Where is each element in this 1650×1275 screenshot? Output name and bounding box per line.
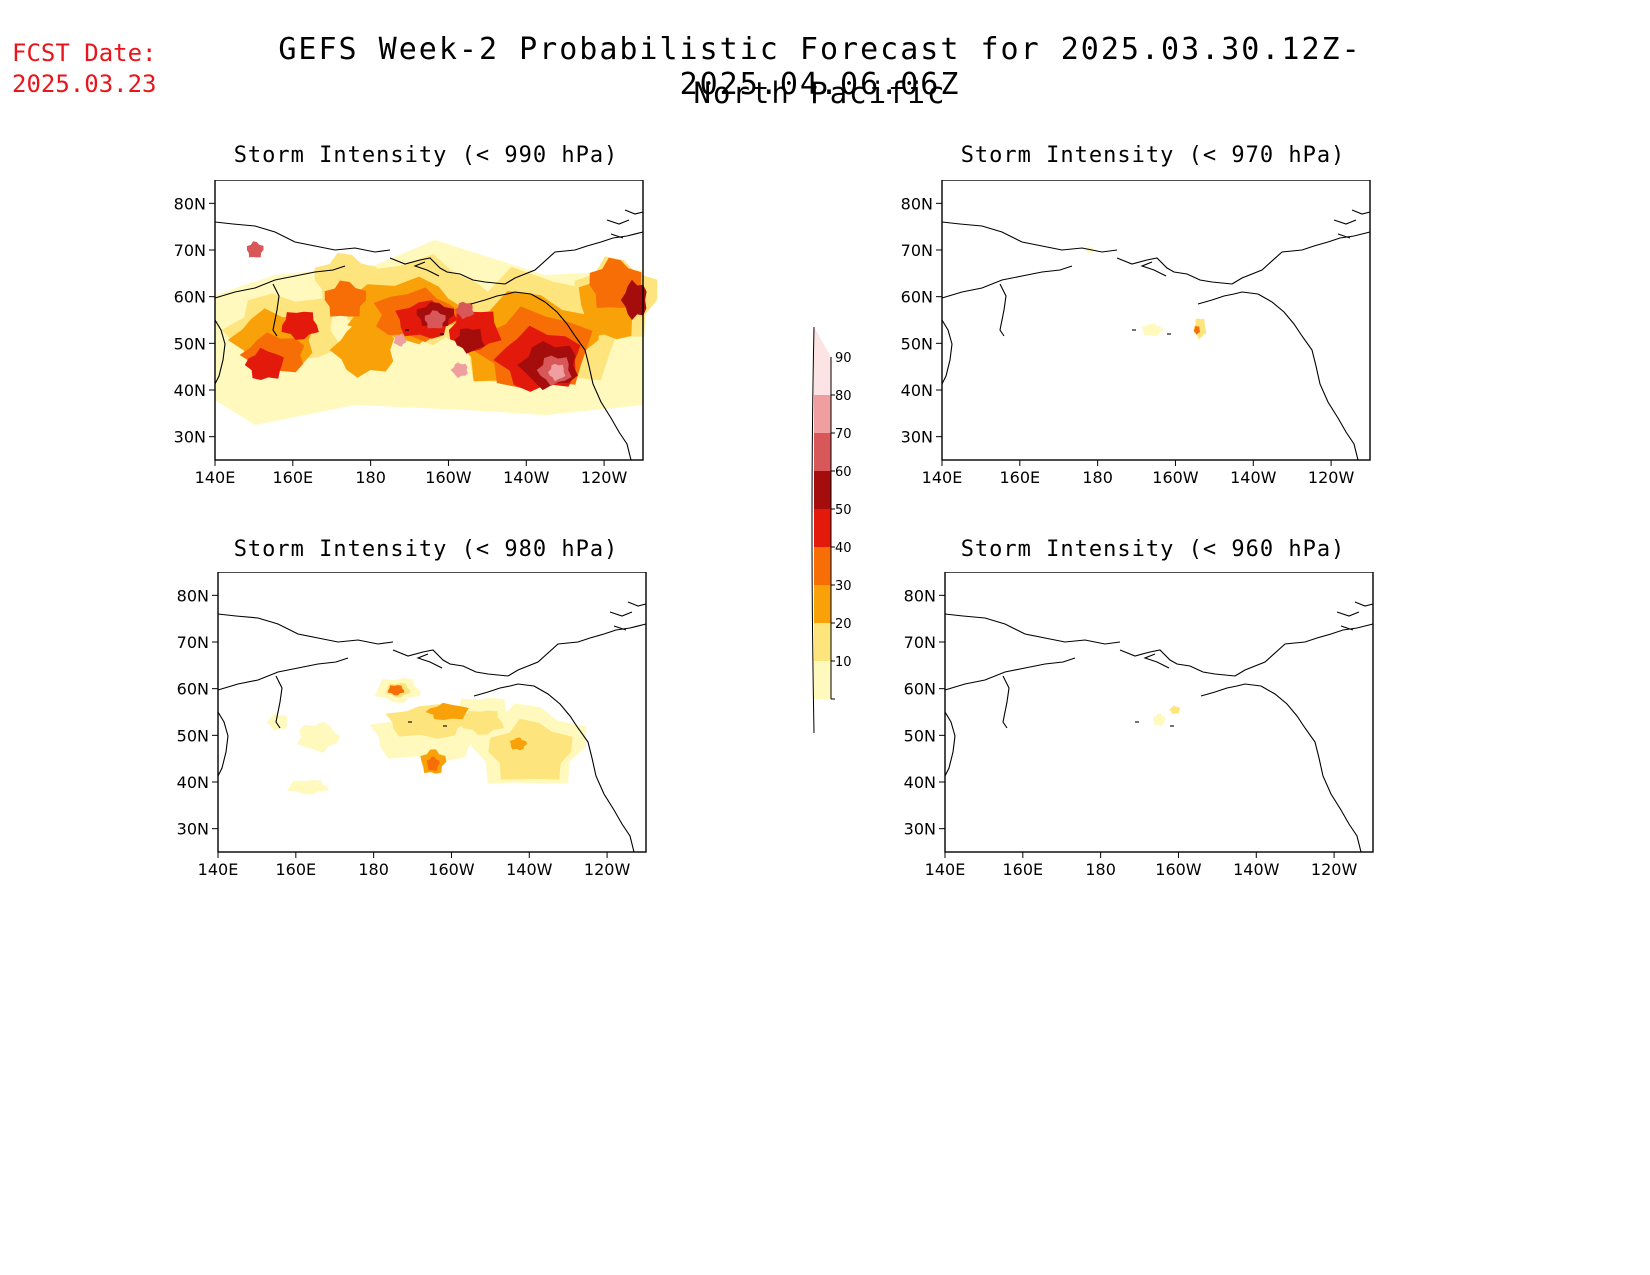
colorbar-label: 40	[835, 541, 852, 556]
colorbar-label: 80	[835, 389, 852, 404]
lat-label: 50N	[174, 334, 206, 353]
forecast-date-label: FCST Date:	[12, 39, 157, 67]
lon-label: 140W	[1230, 468, 1277, 487]
lat-label: 50N	[177, 726, 209, 745]
lon-label: 140W	[1233, 860, 1280, 879]
colorbar-label: 90	[835, 351, 852, 366]
lat-label: 40N	[174, 381, 206, 400]
lon-label: 160W	[428, 860, 475, 879]
lon-label: 160E	[1002, 860, 1043, 879]
map-panel-960: 80N 70N 60N 50N 40N 30N 140E 160E 180 160W 140W 120…	[904, 572, 1374, 879]
colorbar-swatch	[814, 357, 831, 395]
lon-label: 120W	[1311, 860, 1358, 879]
lon-label: 160E	[275, 860, 316, 879]
lat-label: 50N	[904, 726, 936, 745]
lat-label: 80N	[904, 586, 936, 605]
lat-label: 70N	[904, 633, 936, 652]
lat-label: 60N	[174, 288, 206, 307]
lon-label: 160E	[272, 468, 313, 487]
lon-label: 180	[358, 860, 389, 879]
panel-title-980: Storm Intensity (< 980 hPa)	[233, 537, 619, 562]
colorbar-swatch	[814, 661, 831, 699]
probability-colorbar: 10 20 30 40 50 60 70 80 90	[811, 326, 852, 734]
lon-label: 180	[1085, 860, 1116, 879]
lon-label: 140W	[503, 468, 550, 487]
lat-label: 80N	[901, 194, 933, 213]
lon-label: 160E	[999, 468, 1040, 487]
lon-label: 180	[355, 468, 386, 487]
colorbar-swatch	[814, 395, 831, 433]
lat-label: 70N	[901, 241, 933, 260]
lat-label: 40N	[177, 773, 209, 792]
colorbar-swatch	[814, 509, 831, 547]
colorbar-swatch	[814, 585, 831, 623]
map-panel-980: 80N 70N 60N 50N 40N 30N 140E 160E 180 160W 140W 120…	[177, 572, 647, 879]
lat-label: 60N	[901, 288, 933, 307]
colorbar-label: 30	[835, 579, 852, 594]
lon-label: 140W	[506, 860, 553, 879]
colorbar-label: 60	[835, 465, 852, 480]
lat-label: 80N	[177, 586, 209, 605]
panel-title-970: Storm Intensity (< 970 hPa)	[960, 143, 1346, 168]
map-panel-990: 80N 70N 60N 50N 40N 30N 140E 160E 180 160W 140W 120…	[174, 180, 658, 487]
lat-label: 60N	[904, 680, 936, 699]
colorbar-label: 20	[835, 617, 852, 632]
lat-label: 80N	[174, 194, 206, 213]
lon-label: 120W	[584, 860, 631, 879]
forecast-date-value: 2025.03.23	[12, 70, 157, 98]
colorbar-label: 70	[835, 427, 852, 442]
lon-label: 140E	[922, 468, 963, 487]
lat-label: 70N	[174, 241, 206, 260]
colorbar-swatch	[814, 623, 831, 661]
lon-label: 120W	[581, 468, 628, 487]
lat-label: 30N	[901, 428, 933, 447]
lat-label: 30N	[174, 428, 206, 447]
colorbar-label: 10	[835, 655, 852, 670]
panel-title-960: Storm Intensity (< 960 hPa)	[960, 537, 1346, 562]
lat-label: 50N	[901, 334, 933, 353]
lat-label: 70N	[177, 633, 209, 652]
lat-label: 30N	[177, 820, 209, 839]
lat-label: 60N	[177, 680, 209, 699]
lon-label: 120W	[1308, 468, 1355, 487]
colorbar-label: 50	[835, 503, 852, 518]
region-subtitle: North Pacific	[693, 76, 947, 110]
lon-label: 140E	[195, 468, 236, 487]
colorbar-swatch	[814, 547, 831, 585]
colorbar-swatch	[814, 471, 831, 509]
colorbar-swatch	[814, 433, 831, 471]
lon-label: 160W	[1155, 860, 1202, 879]
lat-label: 40N	[901, 381, 933, 400]
lat-label: 40N	[904, 773, 936, 792]
lon-label: 180	[1082, 468, 1113, 487]
lon-label: 140E	[198, 860, 239, 879]
lat-label: 30N	[904, 820, 936, 839]
lon-label: 140E	[925, 860, 966, 879]
lon-label: 160W	[1152, 468, 1199, 487]
panel-title-990: Storm Intensity (< 990 hPa)	[233, 143, 619, 168]
page-title: GEFS Week-2 Probabilistic Forecast for 2…	[278, 32, 1362, 102]
forecast-date: FCST Date: 2025.03.23	[12, 38, 157, 100]
map-panel-970: 80N 70N 60N 50N 40N 30N 140E 160E 180 160W 140W 120…	[901, 180, 1371, 487]
lon-label: 160W	[425, 468, 472, 487]
